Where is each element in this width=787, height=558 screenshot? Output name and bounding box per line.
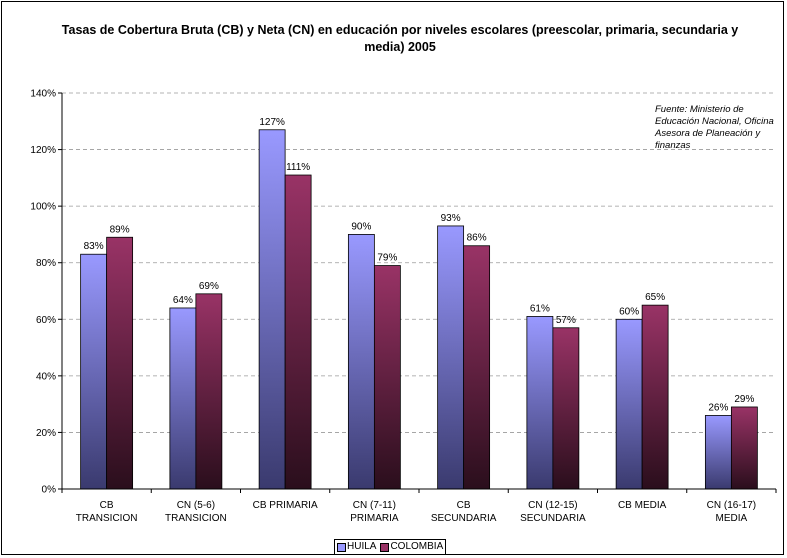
data-label-huila: 83% [84, 241, 104, 252]
bar-colombia [730, 406, 758, 490]
y-tick-label: 60% [36, 315, 56, 326]
bar-colombia [284, 174, 312, 490]
data-label-colombia: 111% [286, 162, 310, 173]
data-label-huila: 127% [259, 117, 285, 128]
y-tick-label: 40% [36, 371, 56, 382]
bar-huila [437, 225, 465, 490]
legend-swatch-colombia [380, 542, 390, 552]
data-label-colombia: 57% [556, 315, 576, 326]
data-label-colombia: 89% [110, 224, 130, 235]
y-tick-label: 80% [36, 258, 56, 269]
x-category-label: CN (7-11) PRIMARIA [350, 500, 399, 524]
legend: HUILA COLOMBIA [334, 539, 447, 555]
data-label-colombia: 65% [645, 292, 665, 303]
data-label-huila: 61% [530, 303, 550, 314]
bar-colombia [641, 304, 669, 490]
data-label-huila: 26% [708, 402, 728, 413]
data-label-huila: 90% [351, 221, 371, 232]
bar-huila [526, 316, 554, 490]
y-tick-label: 0% [42, 485, 57, 496]
data-label-colombia: 69% [199, 281, 219, 292]
y-tick-label: 20% [36, 428, 56, 439]
bar-huila [704, 415, 732, 490]
y-tick-label: 120% [30, 145, 56, 156]
y-tick-label: 100% [30, 202, 56, 213]
data-label-colombia: 86% [467, 233, 487, 244]
x-category-label: CN (12-15) SECUNDARIA [520, 500, 586, 524]
bar-colombia [106, 236, 134, 490]
legend-swatch-huila [337, 542, 346, 552]
bar-colombia [552, 327, 580, 490]
data-label-huila: 60% [619, 306, 639, 317]
data-label-colombia: 79% [377, 253, 397, 264]
x-category-label: CN (5-6) TRANSICION [165, 500, 227, 524]
bar-colombia [373, 265, 401, 490]
data-label-huila: 93% [441, 213, 461, 224]
x-category-label: CN (16-17) MEDIA [707, 500, 756, 524]
x-category-label: CB SECUNDARIA [431, 500, 497, 524]
bar-huila [80, 253, 108, 490]
bar-colombia [463, 245, 491, 490]
chart-title: Tasas de Cobertura Bruta (CB) y Neta (CN… [61, 23, 739, 54]
legend-item-colombia: COLOMBIA [380, 541, 443, 553]
x-category-label: CB MEDIA [618, 500, 667, 511]
data-label-huila: 64% [173, 295, 193, 306]
data-label-colombia: 29% [734, 394, 754, 405]
bar-huila [347, 234, 375, 490]
legend-label-huila: HUILA [347, 541, 377, 552]
source-annotation: Fuente: Ministerio de Educación Nacional… [655, 104, 774, 151]
legend-item-huila: HUILA [337, 541, 376, 553]
y-tick-label: 140% [30, 89, 56, 100]
legend-label-colombia: COLOMBIA [390, 541, 444, 552]
x-category-label: CB TRANSICION [76, 500, 138, 524]
x-category-label: CB PRIMARIA [253, 500, 318, 511]
bar-huila [169, 307, 197, 490]
bar-huila [615, 318, 643, 490]
bar-huila [258, 129, 286, 490]
bar-colombia [195, 293, 223, 490]
